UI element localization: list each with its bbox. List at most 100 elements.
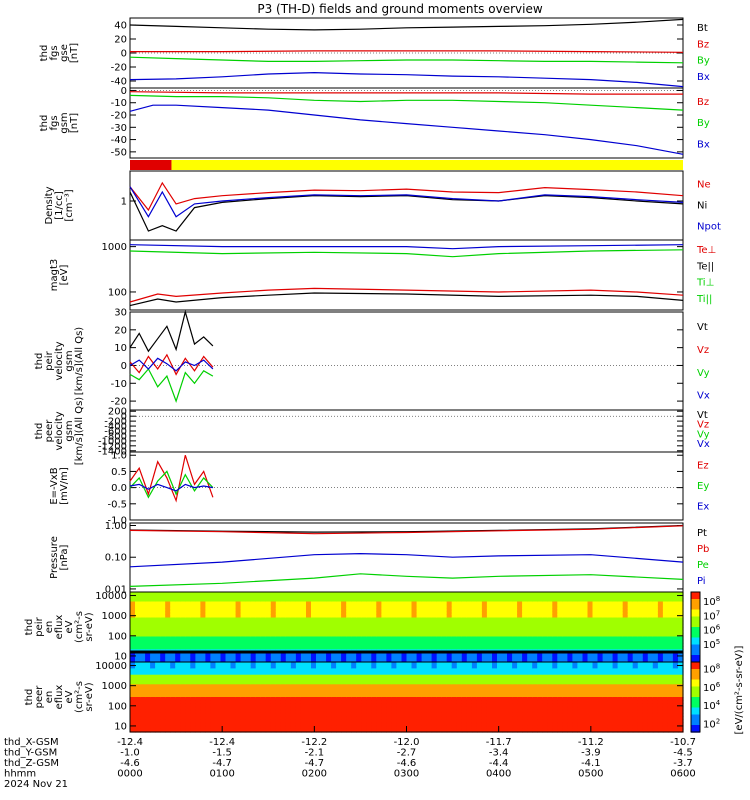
spec-cell — [532, 681, 538, 685]
spec-cell — [667, 627, 674, 631]
spec-cell — [250, 630, 257, 634]
spec-cell — [220, 674, 227, 679]
spec-cell — [306, 671, 312, 676]
series-temperature-Ti|| — [129, 292, 684, 307]
spec-cell — [346, 700, 352, 704]
spec-cell — [396, 595, 402, 599]
spec-cell — [632, 697, 639, 701]
spec-cell — [210, 690, 216, 695]
spec-cell — [466, 687, 473, 692]
spec-cell — [381, 607, 387, 612]
spec-cell — [356, 595, 362, 599]
spec-cell — [522, 712, 528, 717]
spec-cell — [190, 684, 196, 689]
spec-cell — [557, 719, 563, 724]
spec-cell — [577, 620, 583, 625]
spec-cell — [436, 690, 443, 695]
colorbar-cell — [691, 606, 700, 611]
spec-cell — [657, 623, 664, 628]
spec-cell — [175, 601, 181, 606]
spec-cell — [527, 706, 533, 711]
spec-cell — [567, 690, 573, 695]
spec-cell — [431, 728, 438, 733]
spec-cell — [140, 595, 146, 599]
spec-cell — [607, 709, 614, 714]
spec-cell — [507, 623, 513, 628]
spec-cell — [180, 693, 186, 698]
spec-cell — [662, 595, 669, 599]
spec-cell — [300, 719, 307, 724]
spec-cell — [190, 706, 196, 711]
spec-cell — [527, 697, 533, 701]
spec-cell — [130, 719, 136, 724]
spec-cell — [316, 662, 322, 666]
spec-cell — [285, 703, 292, 708]
spec-cell — [346, 712, 352, 717]
spec-cell — [255, 677, 262, 682]
spec-cell — [582, 681, 589, 685]
ytick-label: 1000 — [102, 611, 127, 622]
spec-cell — [547, 623, 553, 628]
spec-cell — [587, 595, 594, 599]
spec-cell — [552, 633, 558, 638]
spec-cell — [547, 690, 553, 695]
spec-cell — [577, 662, 583, 666]
spec-cell — [582, 716, 589, 720]
spec-cell — [522, 665, 528, 669]
spec-cell — [672, 633, 679, 638]
spec-cell — [456, 693, 463, 698]
spec-cell — [657, 620, 664, 625]
spec-cell — [306, 697, 312, 701]
spec-cell — [411, 706, 418, 711]
spec-cell — [316, 671, 322, 676]
spec-cell — [597, 620, 604, 625]
spec-cell — [235, 611, 242, 615]
spec-cell — [190, 687, 196, 692]
spec-cell — [391, 620, 397, 625]
spec-cell — [240, 611, 247, 615]
spec-cell — [542, 671, 548, 676]
spec-cell — [366, 652, 372, 657]
spec-cell — [547, 642, 553, 647]
spec-cell — [185, 595, 191, 599]
spec-cell — [175, 633, 181, 638]
spec-cell — [215, 725, 222, 730]
spec-cell — [592, 722, 599, 727]
spec-cell — [552, 627, 558, 631]
spec-cell — [602, 665, 609, 669]
spec-cell — [336, 722, 342, 727]
spec-cell — [295, 595, 302, 599]
spec-cell — [215, 687, 222, 692]
spec-cell — [180, 665, 186, 669]
spec-cell — [160, 674, 166, 679]
spec-cell — [300, 674, 307, 679]
spec-cell — [160, 601, 166, 606]
spec-cell — [512, 646, 518, 650]
spec-cell — [542, 595, 548, 599]
spec-cell — [451, 646, 458, 650]
spec-cell — [300, 687, 307, 692]
spec-cell — [481, 617, 488, 622]
spec-cell — [622, 652, 629, 657]
spec-cell — [150, 655, 156, 660]
spec-cell — [265, 716, 272, 720]
spec-cell — [557, 665, 563, 669]
spec-cell — [567, 620, 573, 625]
spec-cell — [567, 681, 573, 685]
spec-cell — [260, 677, 267, 682]
spec-cell — [481, 623, 488, 628]
spec-cell — [290, 697, 297, 701]
spec-cell — [155, 627, 161, 631]
spec-cell — [492, 633, 498, 638]
series-density-Npot — [129, 186, 684, 218]
spec-cell — [406, 677, 413, 682]
spec-cell — [637, 614, 644, 619]
ylabel-line: velocity — [54, 411, 65, 450]
spec-cell — [476, 601, 483, 606]
spec-cell — [280, 697, 287, 701]
spec-cell — [456, 665, 463, 669]
spec-cell — [647, 719, 654, 724]
spec-cell — [587, 623, 594, 628]
spec-cell — [572, 658, 578, 663]
